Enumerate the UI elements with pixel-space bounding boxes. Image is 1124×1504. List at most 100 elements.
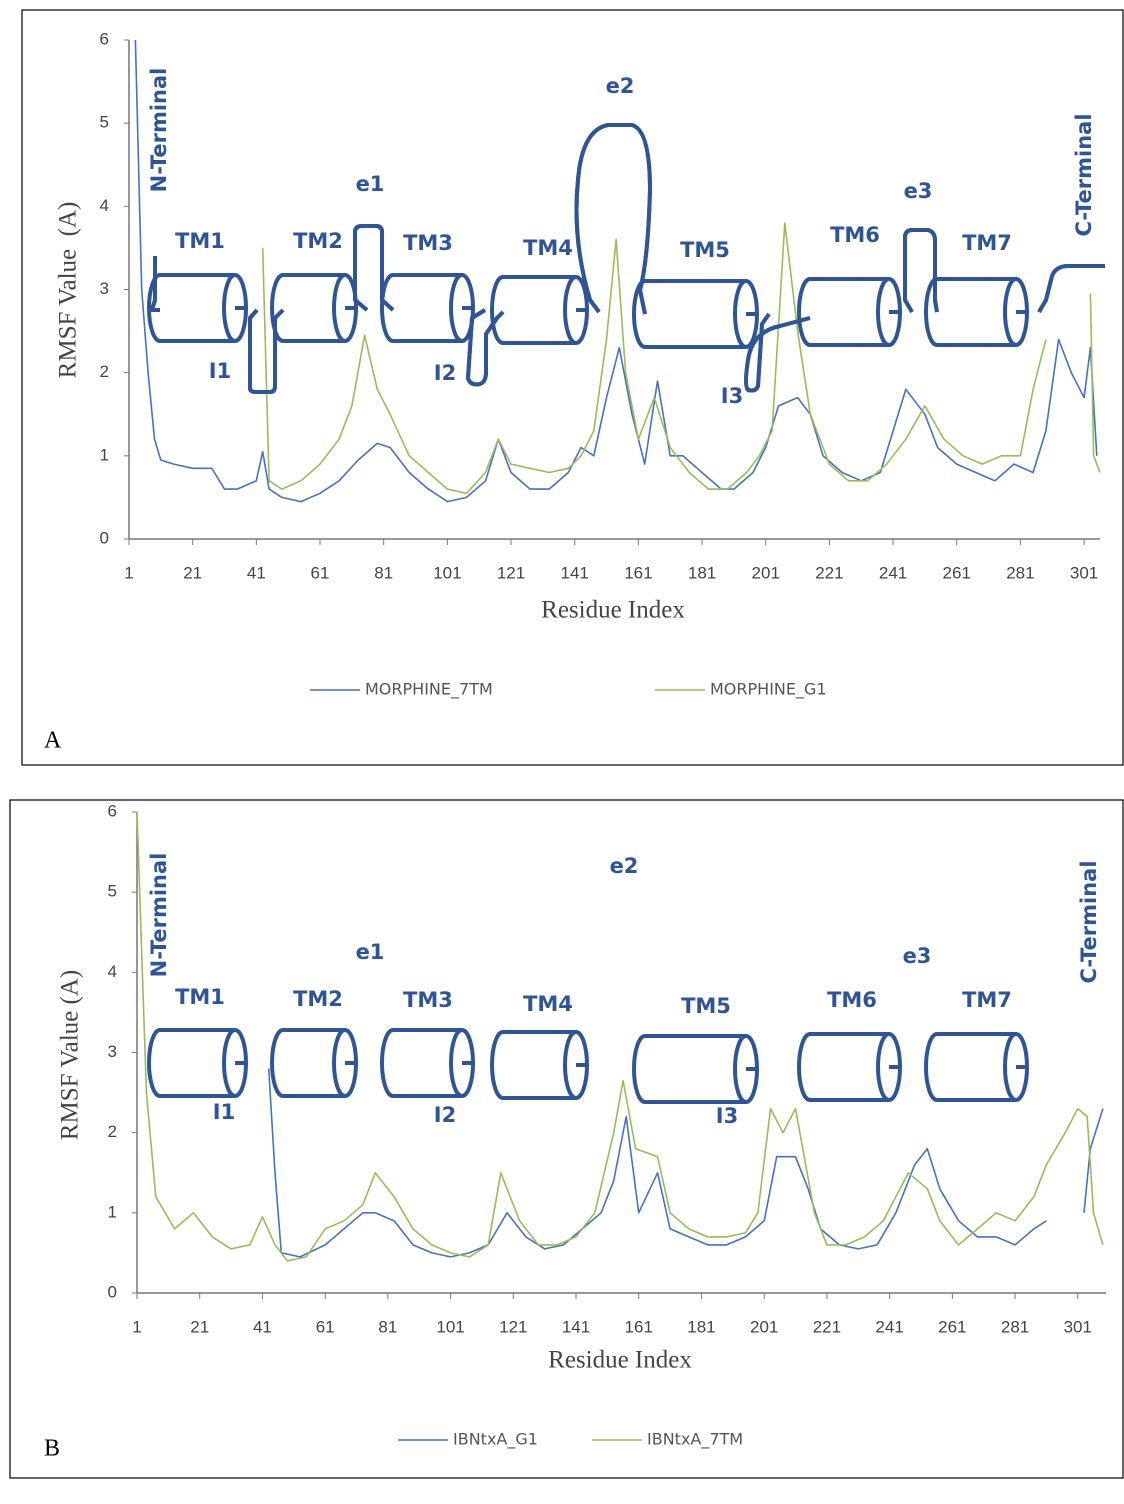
series-line xyxy=(136,811,1104,1262)
helix-cylinder xyxy=(380,1028,462,1098)
legend-label: MORPHINE_G1 xyxy=(710,680,827,700)
topology-label: I3 xyxy=(716,1104,738,1128)
x-tick-label: 161 xyxy=(624,563,652,582)
topology-label: C-Terminal xyxy=(1072,113,1096,236)
topology-label: TM6 xyxy=(830,223,880,247)
topology-label: N-Terminal xyxy=(147,68,171,193)
topology-label: TM6 xyxy=(827,988,877,1012)
topology-label: C-Terminal xyxy=(1077,860,1101,983)
x-tick-label: 21 xyxy=(190,1317,209,1336)
x-axis-title: Residue Index xyxy=(548,1347,692,1374)
helix-cylinder xyxy=(147,1028,235,1098)
y-tick-label: 2 xyxy=(108,1122,117,1141)
y-tick-label: 5 xyxy=(100,113,109,132)
x-tick-label: 181 xyxy=(687,1317,715,1336)
x-tick-label: 241 xyxy=(879,563,907,582)
panel-frame xyxy=(21,9,1124,766)
legend-label: IBNtxA_7TM xyxy=(647,1430,743,1450)
series-line xyxy=(267,1068,1104,1258)
x-tick-label: 61 xyxy=(316,1317,335,1336)
topology-label: e3 xyxy=(904,179,933,203)
x-tick-label: 21 xyxy=(183,563,202,582)
x-tick-label: 41 xyxy=(253,1317,272,1336)
x-tick-label: 181 xyxy=(688,563,716,582)
topology-label: TM5 xyxy=(680,238,730,262)
y-tick-label: 6 xyxy=(108,801,117,820)
y-axis-title: RMSF Value (A) xyxy=(57,970,84,1140)
y-tick-label: 5 xyxy=(108,882,117,901)
x-axis-title: Residue Index xyxy=(541,597,685,624)
topology-label: TM1 xyxy=(175,229,225,253)
topology xyxy=(147,273,1029,349)
x-tick-label: 201 xyxy=(750,1317,778,1336)
panel-label: A xyxy=(44,728,62,754)
helix-cylinder xyxy=(924,1032,1016,1102)
helix-cylinder xyxy=(632,1034,746,1104)
x-tick-label: 201 xyxy=(752,563,780,582)
helix-cylinder xyxy=(490,275,576,345)
topology-loop xyxy=(150,123,1105,394)
x-tick-label: 261 xyxy=(938,1317,966,1336)
helix-cylinder xyxy=(797,1032,889,1102)
x-tick-label: 241 xyxy=(875,1317,903,1336)
x-tick-label: 281 xyxy=(1001,1317,1029,1336)
topology-label: I2 xyxy=(434,1103,456,1127)
helix-cylinder xyxy=(632,279,746,349)
x-tick-label: 301 xyxy=(1064,1317,1092,1336)
x-tick-label: 61 xyxy=(311,563,330,582)
x-tick-label: 101 xyxy=(436,1317,464,1336)
topology-label: TM7 xyxy=(962,231,1012,255)
topology-label: e2 xyxy=(606,74,635,98)
x-tick-label: 1 xyxy=(124,563,133,582)
x-tick-label: 81 xyxy=(378,1317,397,1336)
y-axis-title: RMSF Value (A) xyxy=(55,202,82,379)
topology-label: TM1 xyxy=(175,985,225,1009)
x-tick-label: 261 xyxy=(943,563,971,582)
x-tick-label: 161 xyxy=(625,1317,653,1336)
helix-cylinder xyxy=(380,273,462,343)
topology-label: TM4 xyxy=(523,236,573,260)
x-tick-label: 121 xyxy=(499,1317,527,1336)
topology-label: I2 xyxy=(434,361,456,385)
topology-label: e2 xyxy=(610,854,639,878)
x-tick-label: 301 xyxy=(1070,563,1098,582)
y-tick-label: 4 xyxy=(100,196,109,215)
x-tick-label: 41 xyxy=(247,563,266,582)
x-tick-label: 221 xyxy=(815,563,843,582)
y-tick-label: 2 xyxy=(100,362,109,381)
y-tick-label: 1 xyxy=(100,445,109,464)
topology-label: e1 xyxy=(356,172,385,196)
series-line xyxy=(261,222,1101,495)
topology-label: TM4 xyxy=(523,992,573,1016)
y-tick-label: 6 xyxy=(100,29,109,48)
topology-loop xyxy=(150,123,1105,394)
topology-label: e1 xyxy=(356,940,385,964)
topology-label: TM5 xyxy=(681,994,731,1018)
y-tick-label: 0 xyxy=(108,1282,117,1301)
topology xyxy=(147,1028,1029,1104)
helix-cylinder xyxy=(490,1030,576,1100)
topology-label: TM3 xyxy=(403,988,453,1012)
legend-label: MORPHINE_7TM xyxy=(365,680,493,700)
legend-label: IBNtxA_G1 xyxy=(453,1430,538,1450)
topology-label: I1 xyxy=(209,359,231,383)
x-tick-label: 121 xyxy=(497,563,525,582)
x-tick-label: 141 xyxy=(562,1317,590,1336)
y-tick-label: 3 xyxy=(100,279,109,298)
y-tick-label: 3 xyxy=(108,1042,117,1061)
x-tick-label: 221 xyxy=(813,1317,841,1336)
topology-label: e3 xyxy=(903,944,932,968)
topology-label: TM2 xyxy=(293,229,343,253)
helix-cylinder xyxy=(797,277,889,347)
y-tick-label: 0 xyxy=(100,528,109,547)
helix-cylinder xyxy=(924,277,1016,347)
series-line xyxy=(134,39,1098,503)
helix-cylinder xyxy=(270,1028,345,1098)
topology-label: TM7 xyxy=(962,988,1012,1012)
topology-label: I3 xyxy=(721,384,743,408)
x-tick-label: 1 xyxy=(132,1317,141,1336)
y-tick-label: 4 xyxy=(108,962,117,981)
x-tick-label: 81 xyxy=(374,563,393,582)
x-tick-label: 101 xyxy=(433,563,461,582)
